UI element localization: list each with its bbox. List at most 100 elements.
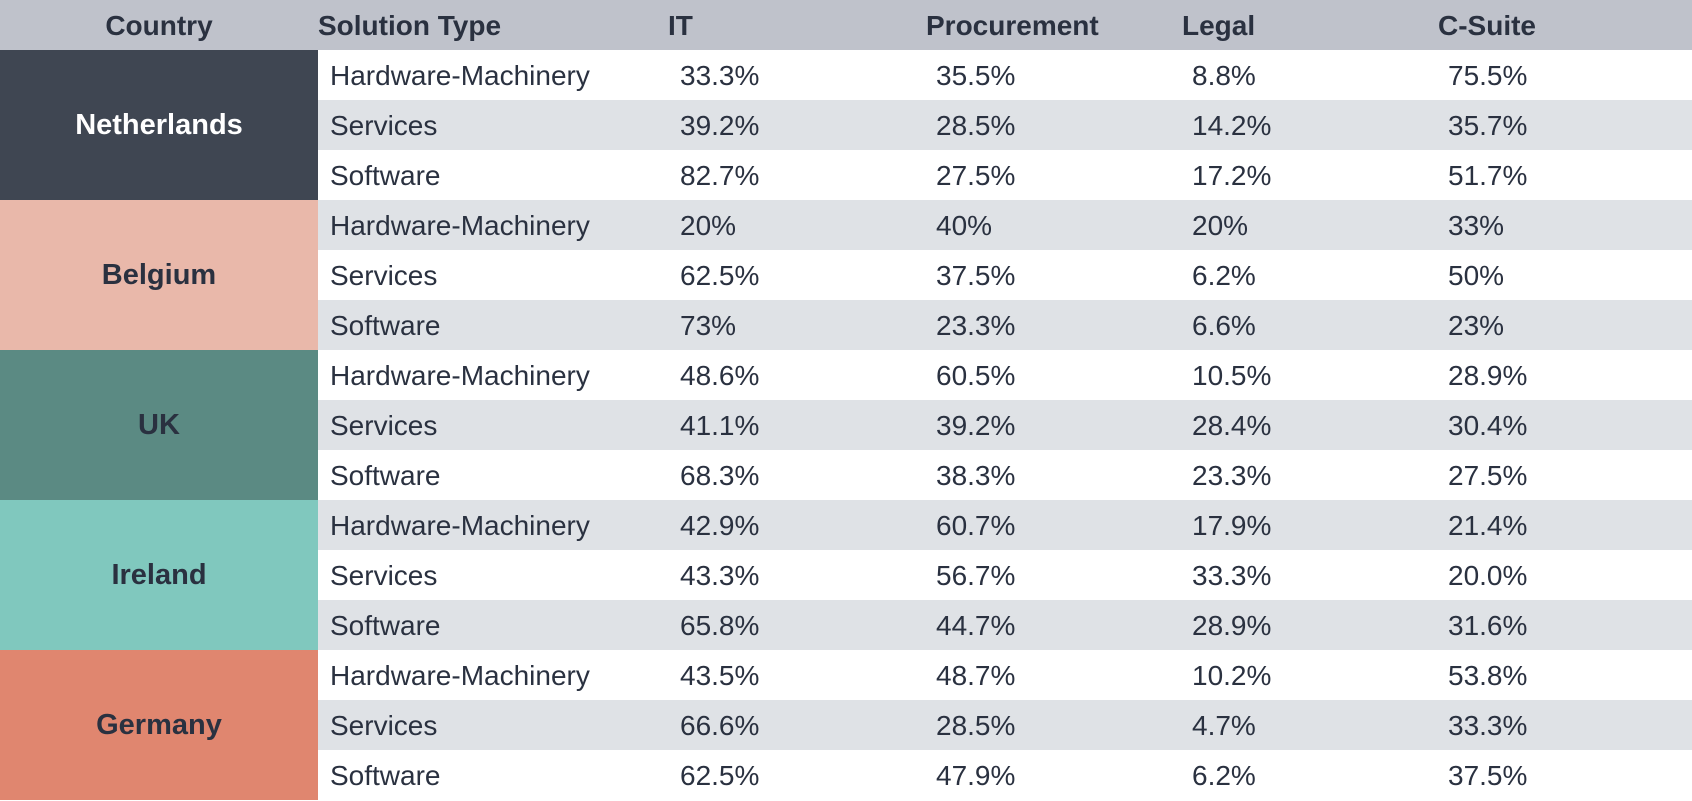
country-label: Ireland bbox=[111, 558, 207, 591]
legal-value-cell: 4.7% bbox=[1192, 710, 1256, 741]
legal-value-cell: 33.3% bbox=[1192, 560, 1272, 591]
legal-value-cell: 28.9% bbox=[1192, 610, 1272, 641]
procurement-value-cell: 23.3% bbox=[936, 310, 1016, 341]
solution-type-cell: Hardware-Machinery bbox=[330, 660, 590, 691]
header-it: IT bbox=[668, 10, 693, 41]
procurement-value-cell: 48.7% bbox=[936, 660, 1016, 691]
country-cell: UK bbox=[0, 350, 318, 500]
table-header: Country Solution Type IT Procurement Leg… bbox=[0, 0, 1692, 50]
it-value-cell: 65.8% bbox=[680, 610, 760, 641]
it-value-cell: 43.5% bbox=[680, 660, 760, 691]
solution-type-cell: Hardware-Machinery bbox=[330, 210, 590, 241]
c-suite-value-cell: 37.5% bbox=[1448, 760, 1528, 791]
c-suite-value-cell: 53.8% bbox=[1448, 660, 1528, 691]
c-suite-value-cell: 23% bbox=[1448, 310, 1505, 341]
country-cell: Belgium bbox=[0, 200, 318, 350]
it-value-cell: 42.9% bbox=[680, 510, 760, 541]
procurement-value-cell: 35.5% bbox=[936, 60, 1016, 91]
table-row bbox=[318, 300, 1692, 350]
solution-type-cell: Software bbox=[330, 160, 441, 191]
legal-value-cell: 8.8% bbox=[1192, 60, 1256, 91]
it-value-cell: 62.5% bbox=[680, 260, 760, 291]
country-cell: Germany bbox=[0, 650, 318, 800]
solution-type-cell: Software bbox=[330, 760, 441, 791]
it-value-cell: 43.3% bbox=[680, 560, 760, 591]
solution-type-cell: Hardware-Machinery bbox=[330, 360, 590, 391]
legal-value-cell: 28.4% bbox=[1192, 410, 1272, 441]
c-suite-value-cell: 50% bbox=[1448, 260, 1505, 291]
table-row bbox=[318, 700, 1692, 750]
table-row bbox=[318, 600, 1692, 650]
procurement-value-cell: 39.2% bbox=[936, 410, 1016, 441]
c-suite-value-cell: 51.7% bbox=[1448, 160, 1528, 191]
solution-type-cell: Services bbox=[330, 710, 438, 741]
procurement-value-cell: 38.3% bbox=[936, 460, 1016, 491]
procurement-value-cell: 44.7% bbox=[936, 610, 1016, 641]
solution-type-cell: Services bbox=[330, 110, 438, 141]
header-legal: Legal bbox=[1182, 10, 1256, 41]
procurement-value-cell: 60.7% bbox=[936, 510, 1016, 541]
procurement-value-cell: 56.7% bbox=[936, 560, 1016, 591]
c-suite-value-cell: 21.4% bbox=[1448, 510, 1528, 541]
c-suite-value-cell: 27.5% bbox=[1448, 460, 1528, 491]
procurement-value-cell: 40% bbox=[936, 210, 993, 241]
table-row bbox=[318, 500, 1692, 550]
c-suite-value-cell: 20.0% bbox=[1448, 560, 1528, 591]
header-country: Country bbox=[105, 10, 213, 41]
solution-type-cell: Services bbox=[330, 560, 438, 591]
country-label: Netherlands bbox=[75, 108, 243, 141]
legal-value-cell: 6.6% bbox=[1192, 310, 1256, 341]
solution-type-cell: Software bbox=[330, 310, 441, 341]
it-value-cell: 66.6% bbox=[680, 710, 760, 741]
c-suite-value-cell: 28.9% bbox=[1448, 360, 1528, 391]
table-row bbox=[318, 200, 1692, 250]
c-suite-value-cell: 33.3% bbox=[1448, 710, 1528, 741]
it-value-cell: 82.7% bbox=[680, 160, 760, 191]
legal-value-cell: 6.2% bbox=[1192, 260, 1256, 291]
solution-type-cell: Hardware-Machinery bbox=[330, 60, 590, 91]
legal-value-cell: 23.3% bbox=[1192, 460, 1272, 491]
it-value-cell: 41.1% bbox=[680, 410, 760, 441]
country-cell: Netherlands bbox=[0, 50, 318, 200]
country-label: UK bbox=[138, 408, 180, 441]
procurement-value-cell: 28.5% bbox=[936, 710, 1016, 741]
country-label: Germany bbox=[96, 708, 222, 741]
procurement-value-cell: 37.5% bbox=[936, 260, 1016, 291]
header-c-suite: C-Suite bbox=[1438, 10, 1536, 41]
procurement-value-cell: 60.5% bbox=[936, 360, 1016, 391]
country-label: Belgium bbox=[101, 258, 217, 291]
procurement-value-cell: 28.5% bbox=[936, 110, 1016, 141]
legal-value-cell: 14.2% bbox=[1192, 110, 1272, 141]
table-row bbox=[318, 400, 1692, 450]
solution-type-cell: Services bbox=[330, 410, 438, 441]
it-value-cell: 68.3% bbox=[680, 460, 760, 491]
legal-value-cell: 6.2% bbox=[1192, 760, 1256, 791]
it-value-cell: 33.3% bbox=[680, 60, 760, 91]
table-row bbox=[318, 100, 1692, 150]
it-value-cell: 20% bbox=[680, 210, 737, 241]
legal-value-cell: 17.9% bbox=[1192, 510, 1272, 541]
c-suite-value-cell: 30.4% bbox=[1448, 410, 1528, 441]
solution-type-cell: Software bbox=[330, 610, 441, 641]
header-procurement: Procurement bbox=[926, 10, 1099, 41]
it-value-cell: 39.2% bbox=[680, 110, 760, 141]
procurement-value-cell: 47.9% bbox=[936, 760, 1016, 791]
c-suite-value-cell: 33% bbox=[1448, 210, 1505, 241]
legal-value-cell: 17.2% bbox=[1192, 160, 1272, 191]
solution-type-cell: Services bbox=[330, 260, 438, 291]
legal-value-cell: 10.5% bbox=[1192, 360, 1272, 391]
it-value-cell: 62.5% bbox=[680, 760, 760, 791]
it-value-cell: 48.6% bbox=[680, 360, 760, 391]
header-solution-type: Solution Type bbox=[318, 10, 502, 41]
legal-value-cell: 10.2% bbox=[1192, 660, 1272, 691]
solution-type-cell: Software bbox=[330, 460, 441, 491]
solution-type-cell: Hardware-Machinery bbox=[330, 510, 590, 541]
c-suite-value-cell: 75.5% bbox=[1448, 60, 1528, 91]
c-suite-value-cell: 35.7% bbox=[1448, 110, 1528, 141]
it-value-cell: 73% bbox=[680, 310, 737, 341]
c-suite-value-cell: 31.6% bbox=[1448, 610, 1528, 641]
procurement-value-cell: 27.5% bbox=[936, 160, 1016, 191]
legal-value-cell: 20% bbox=[1192, 210, 1249, 241]
country-cell: Ireland bbox=[0, 500, 318, 650]
